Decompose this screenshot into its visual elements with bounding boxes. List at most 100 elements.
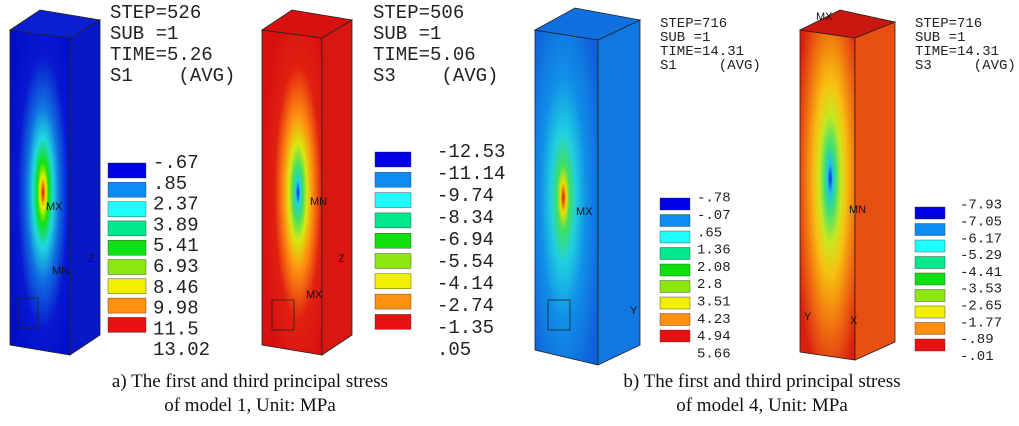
header-line: S3 (AVG): [915, 58, 1016, 74]
legend-label: 4.94: [697, 329, 731, 345]
legend-swatch: [914, 256, 946, 269]
legend-swatch: [374, 151, 412, 168]
caption-line: b) The first and third principal stress: [623, 371, 900, 392]
marker-label: Y: [804, 311, 812, 323]
legend-label: -6.94: [437, 229, 494, 251]
legend-swatch: [914, 338, 946, 352]
legend-swatch: [374, 253, 412, 269]
legend-label: 6.93: [153, 256, 199, 278]
legend-swatch: [914, 272, 946, 286]
legend-label: -2.74: [437, 295, 494, 317]
legend-label: 2.37: [153, 194, 199, 216]
legend-label: -.07: [697, 208, 731, 224]
marker-label: MX: [46, 201, 63, 213]
header-line: STEP=716: [660, 16, 727, 32]
model-1-s3: [260, 9, 354, 356]
legend-label: -.78: [697, 191, 731, 207]
header-line: S1 (AVG): [660, 58, 761, 74]
legend-swatch: [374, 172, 412, 188]
header-line: TIME=14.31: [915, 44, 999, 60]
legend-swatch: [914, 223, 946, 236]
header-line: TIME=5.06: [373, 44, 476, 66]
legend-label: 4.23: [697, 312, 731, 328]
header-line: TIME=14.31: [660, 44, 744, 60]
legend-label: -7.05: [960, 215, 1002, 231]
legend-swatch: [659, 296, 691, 310]
marker-label: Z: [338, 253, 345, 265]
legend-label: -12.53: [437, 141, 505, 163]
legend-label: .05: [437, 339, 471, 361]
legend-swatch: [659, 263, 691, 277]
legend-swatch: [659, 280, 691, 293]
legend-swatch: [374, 293, 412, 310]
legend-label: -.89: [960, 332, 994, 348]
legend-swatch: [107, 239, 147, 256]
legend-swatch: [914, 289, 946, 302]
legend-label: -1.35: [437, 317, 494, 339]
header-line: SUB =1: [915, 30, 965, 46]
legend-swatch: [659, 214, 691, 227]
model-4-s3: [798, 9, 897, 361]
legend-label: 11.5: [153, 318, 199, 340]
legend-swatch: [107, 297, 147, 314]
model-1-s1: [8, 9, 102, 356]
header-line: SUB =1: [110, 23, 178, 45]
model-4-s1: [533, 7, 642, 366]
legend-label: 2.8: [697, 277, 722, 293]
legend-swatch: [914, 322, 946, 335]
legend-label: -4.41: [960, 265, 1002, 281]
legend-label: -11.14: [437, 163, 505, 185]
header-line: S1 (AVG): [110, 65, 235, 87]
legend-label: 3.51: [697, 295, 731, 311]
legend-label: -3.53: [960, 282, 1002, 298]
marker-label: MX: [576, 206, 593, 218]
legend-swatch: [107, 259, 147, 275]
legend-label: 5.66: [697, 346, 731, 362]
header-line: SUB =1: [660, 30, 710, 46]
marker-label: MX: [306, 289, 323, 301]
legend-swatch: [659, 329, 691, 343]
legend-label: .85: [153, 173, 187, 195]
legend-label: 1.36: [697, 243, 731, 259]
legend-label: -9.74: [437, 185, 494, 207]
header-line: SUB =1: [373, 23, 441, 45]
legend-swatch: [107, 317, 147, 333]
marker-label: MX: [816, 11, 833, 23]
marker-label: MN: [52, 265, 69, 277]
marker-label: MN: [310, 196, 327, 208]
legend-swatch: [659, 197, 691, 211]
caption-line: of model 1, Unit: MPa: [164, 395, 336, 416]
header-line: TIME=5.26: [110, 44, 213, 66]
legend-swatch: [374, 232, 412, 249]
legend-label: 9.98: [153, 298, 199, 320]
marker-label: Y: [630, 305, 638, 317]
legend-swatch: [374, 212, 412, 229]
legend-swatch: [914, 305, 946, 319]
legend-label: -8.34: [437, 207, 494, 229]
legend-swatch: [659, 230, 691, 244]
header-line: STEP=526: [110, 2, 201, 24]
legend-swatch: [107, 182, 147, 198]
legend-label: -5.29: [960, 248, 1002, 264]
legend-label: -1.77: [960, 315, 1002, 331]
legend-label: 2.08: [697, 260, 731, 276]
legend-label: -.67: [153, 152, 199, 174]
legend-label: 3.89: [153, 214, 199, 236]
caption-line: of model 4, Unit: MPa: [676, 395, 848, 416]
legend-swatch: [374, 314, 412, 330]
header-line: S3 (AVG): [373, 65, 498, 87]
legend-swatch: [914, 239, 946, 253]
legend-label: -5.54: [437, 251, 494, 273]
legend-label: 13.02: [153, 339, 210, 361]
legend-label: -4.14: [437, 273, 494, 295]
legend-swatch: [659, 313, 691, 326]
marker-label: Z: [88, 253, 95, 265]
legend-swatch: [374, 192, 412, 208]
legend-label: -6.17: [960, 231, 1002, 247]
header-line: STEP=716: [915, 16, 982, 32]
marker-label: MN: [849, 204, 866, 216]
legend-label: -.01: [960, 349, 994, 365]
legend-label: -2.65: [960, 299, 1002, 315]
